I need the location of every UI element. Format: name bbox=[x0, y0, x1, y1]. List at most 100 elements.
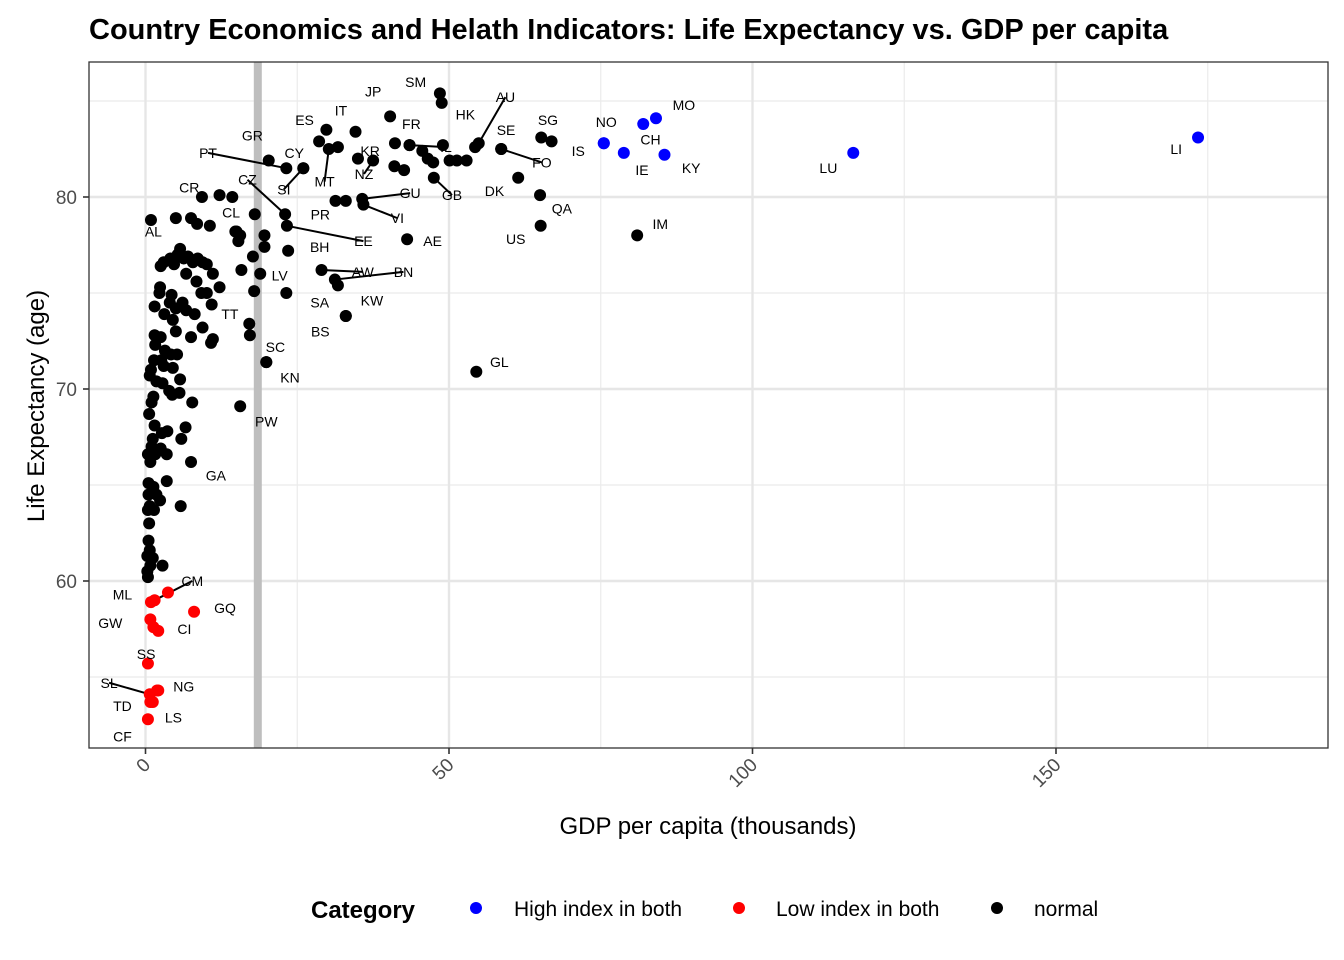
data-point-pr bbox=[329, 194, 342, 207]
data-point-tt bbox=[243, 317, 256, 330]
data-point bbox=[149, 338, 162, 351]
point-label-ga: GA bbox=[206, 467, 227, 483]
point-label-gw: GW bbox=[98, 615, 123, 631]
point-label-cf: CF bbox=[113, 729, 132, 745]
point-label-gr: GR bbox=[242, 128, 263, 144]
point-label-cr: CR bbox=[179, 179, 199, 195]
point-label-ie: IE bbox=[635, 162, 648, 178]
data-point bbox=[331, 141, 344, 154]
point-label-cz: CZ bbox=[238, 172, 257, 188]
point-label-si: SI bbox=[277, 181, 290, 197]
point-label-cy: CY bbox=[284, 145, 304, 161]
data-point-sa bbox=[331, 279, 344, 292]
data-point bbox=[168, 258, 181, 271]
label-connector-ee bbox=[286, 224, 364, 243]
data-point-cr bbox=[213, 189, 226, 202]
data-point bbox=[160, 475, 173, 488]
data-point-jp bbox=[384, 110, 397, 123]
chart-title: Country Economics and Helath Indicators:… bbox=[89, 14, 1169, 46]
point-label-kw: KW bbox=[361, 293, 384, 309]
data-point-lu bbox=[847, 146, 860, 159]
point-label-au: AU bbox=[496, 89, 515, 105]
data-point bbox=[248, 208, 261, 221]
data-point-ch bbox=[637, 118, 650, 131]
label-connector-sl bbox=[108, 681, 151, 696]
data-point bbox=[188, 308, 201, 321]
data-point bbox=[195, 191, 208, 203]
data-point bbox=[154, 494, 167, 507]
y-tick-label: 80 bbox=[56, 188, 77, 209]
data-point-mt bbox=[322, 143, 335, 155]
legend-label-2: normal bbox=[1034, 898, 1098, 921]
label-connector-au bbox=[477, 96, 507, 144]
point-label-li: LI bbox=[1170, 141, 1182, 157]
point-label-bh: BH bbox=[310, 239, 329, 255]
point-label-pt: PT bbox=[199, 145, 217, 161]
point-label-no: NO bbox=[596, 114, 617, 130]
data-point bbox=[171, 348, 184, 361]
point-label-se: SE bbox=[497, 122, 516, 138]
y-axis-title: Life Expectancy (age) bbox=[23, 290, 50, 522]
point-label-cl: CL bbox=[222, 204, 240, 220]
data-point bbox=[173, 386, 186, 399]
data-point bbox=[200, 287, 213, 299]
plot-background bbox=[89, 62, 1328, 748]
data-point bbox=[388, 137, 401, 150]
x-axis-title: GDP per capita (thousands) bbox=[559, 813, 856, 840]
data-point-al bbox=[171, 248, 184, 261]
point-label-pw: PW bbox=[255, 414, 278, 430]
data-point bbox=[148, 419, 161, 432]
point-label-sl: SL bbox=[101, 675, 118, 691]
data-point bbox=[196, 321, 209, 334]
data-point bbox=[248, 285, 261, 298]
data-point-it bbox=[349, 125, 362, 138]
data-point bbox=[166, 361, 179, 374]
data-point bbox=[158, 308, 171, 321]
data-point bbox=[143, 407, 156, 420]
data-point bbox=[460, 154, 473, 167]
legend-label-0: High index in both bbox=[514, 898, 682, 921]
data-point-bh bbox=[282, 244, 295, 257]
data-point-gq bbox=[188, 605, 201, 618]
reference-line bbox=[253, 62, 262, 748]
data-point bbox=[148, 300, 161, 313]
point-label-hk: HK bbox=[456, 106, 476, 122]
data-point bbox=[142, 534, 155, 547]
data-point-sm bbox=[433, 87, 446, 100]
data-point-ae bbox=[401, 233, 414, 246]
point-label-pr: PR bbox=[311, 206, 330, 222]
data-point bbox=[161, 586, 174, 599]
data-point-gl bbox=[470, 365, 483, 378]
point-label-lv: LV bbox=[272, 268, 289, 284]
data-point bbox=[147, 503, 160, 516]
data-point bbox=[436, 139, 449, 152]
data-point bbox=[203, 219, 216, 232]
point-label-ng: NG bbox=[173, 679, 194, 695]
legend-key-2 bbox=[991, 902, 1003, 914]
data-point-lv bbox=[280, 287, 293, 299]
data-point bbox=[157, 359, 170, 372]
data-point bbox=[450, 154, 463, 167]
point-label-gb: GB bbox=[442, 187, 462, 203]
data-point bbox=[313, 135, 326, 148]
point-label-ss: SS bbox=[137, 646, 156, 662]
data-point-bs bbox=[339, 310, 352, 323]
data-point bbox=[232, 235, 245, 248]
point-label-ls: LS bbox=[165, 709, 182, 725]
point-label-ee: EE bbox=[354, 233, 373, 249]
data-point-ie bbox=[617, 146, 630, 159]
point-label-aw: AW bbox=[352, 264, 375, 280]
data-point bbox=[339, 194, 352, 207]
data-point-kr bbox=[351, 152, 364, 165]
data-point bbox=[200, 258, 213, 271]
data-point-kn bbox=[260, 356, 273, 369]
label-connector-aw bbox=[321, 268, 363, 273]
data-point-aw bbox=[315, 263, 328, 276]
legend: Category High index in both Low index in … bbox=[311, 897, 1098, 924]
data-point bbox=[258, 229, 271, 242]
data-point-cl bbox=[230, 225, 243, 238]
data-point bbox=[243, 329, 256, 342]
data-point bbox=[175, 432, 188, 445]
point-label-ky: KY bbox=[682, 160, 701, 176]
data-point bbox=[169, 212, 182, 225]
